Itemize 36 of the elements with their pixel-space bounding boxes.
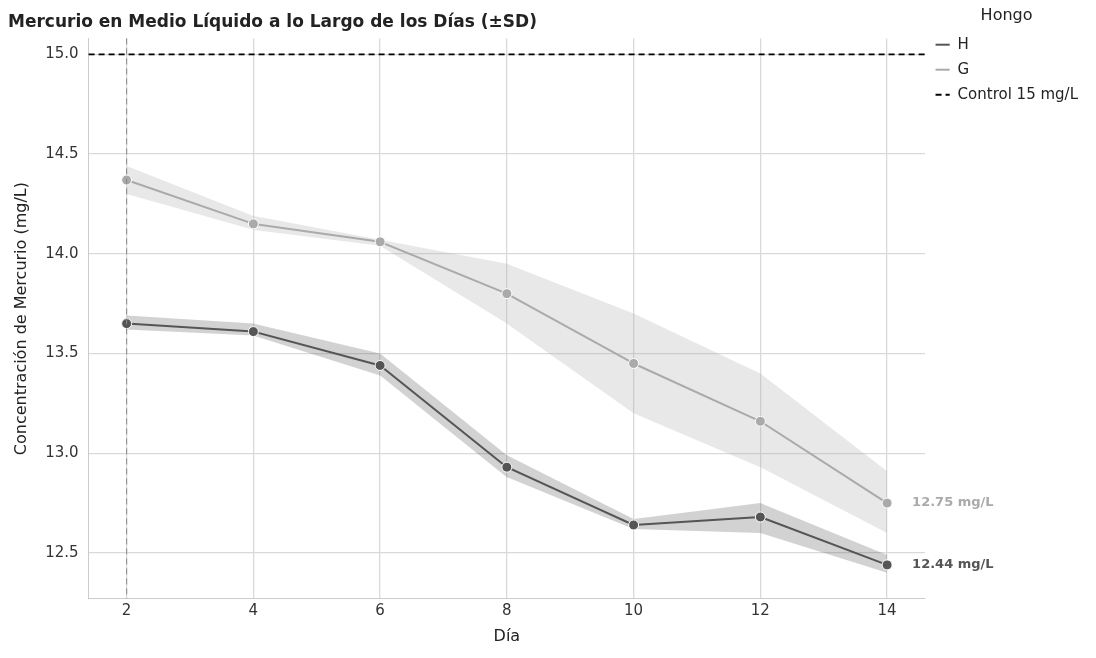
point [628,357,640,369]
y-axis-title: Concentración de Mercurio (mg/L) [10,182,30,456]
x-tick-label: 4 [248,600,259,619]
legend-title: Hongo [980,5,1033,25]
legend-label: H [957,34,969,53]
point [121,318,133,330]
point [501,288,513,300]
x-tick-label: 6 [375,600,385,619]
x-tick-label: 12 [750,600,770,619]
point [121,174,133,186]
point [881,559,893,571]
x-tick-label: 10 [624,600,644,619]
x-axis-title: Día [493,625,521,645]
point [247,326,259,338]
y-tick-label: 15.0 [45,44,79,63]
annotation: 12.75 mg/L [912,494,994,510]
point [754,511,766,523]
annotation: 12.44 mg/L [912,556,994,572]
x-tick-label: 14 [877,600,897,619]
chart-title: Mercurio en Medio Líquido a lo Largo de los Días (±SD) [8,10,537,31]
legend-label: Control 15 mg/L [957,84,1079,103]
y-tick-label: 13.5 [45,343,79,362]
y-tick-label: 12.5 [45,542,79,561]
y-tick-label: 14.5 [45,143,79,162]
point [754,415,766,427]
y-tick-label: 14.0 [45,243,79,262]
point [881,497,893,509]
point [374,236,386,248]
x-tick-label: 8 [502,600,512,619]
x-tick-label: 2 [121,600,132,619]
legend-label: G [957,59,970,78]
point [501,461,513,473]
point [247,218,259,230]
point [374,359,386,371]
y-tick-label: 13.0 [45,443,79,462]
point [628,519,640,531]
